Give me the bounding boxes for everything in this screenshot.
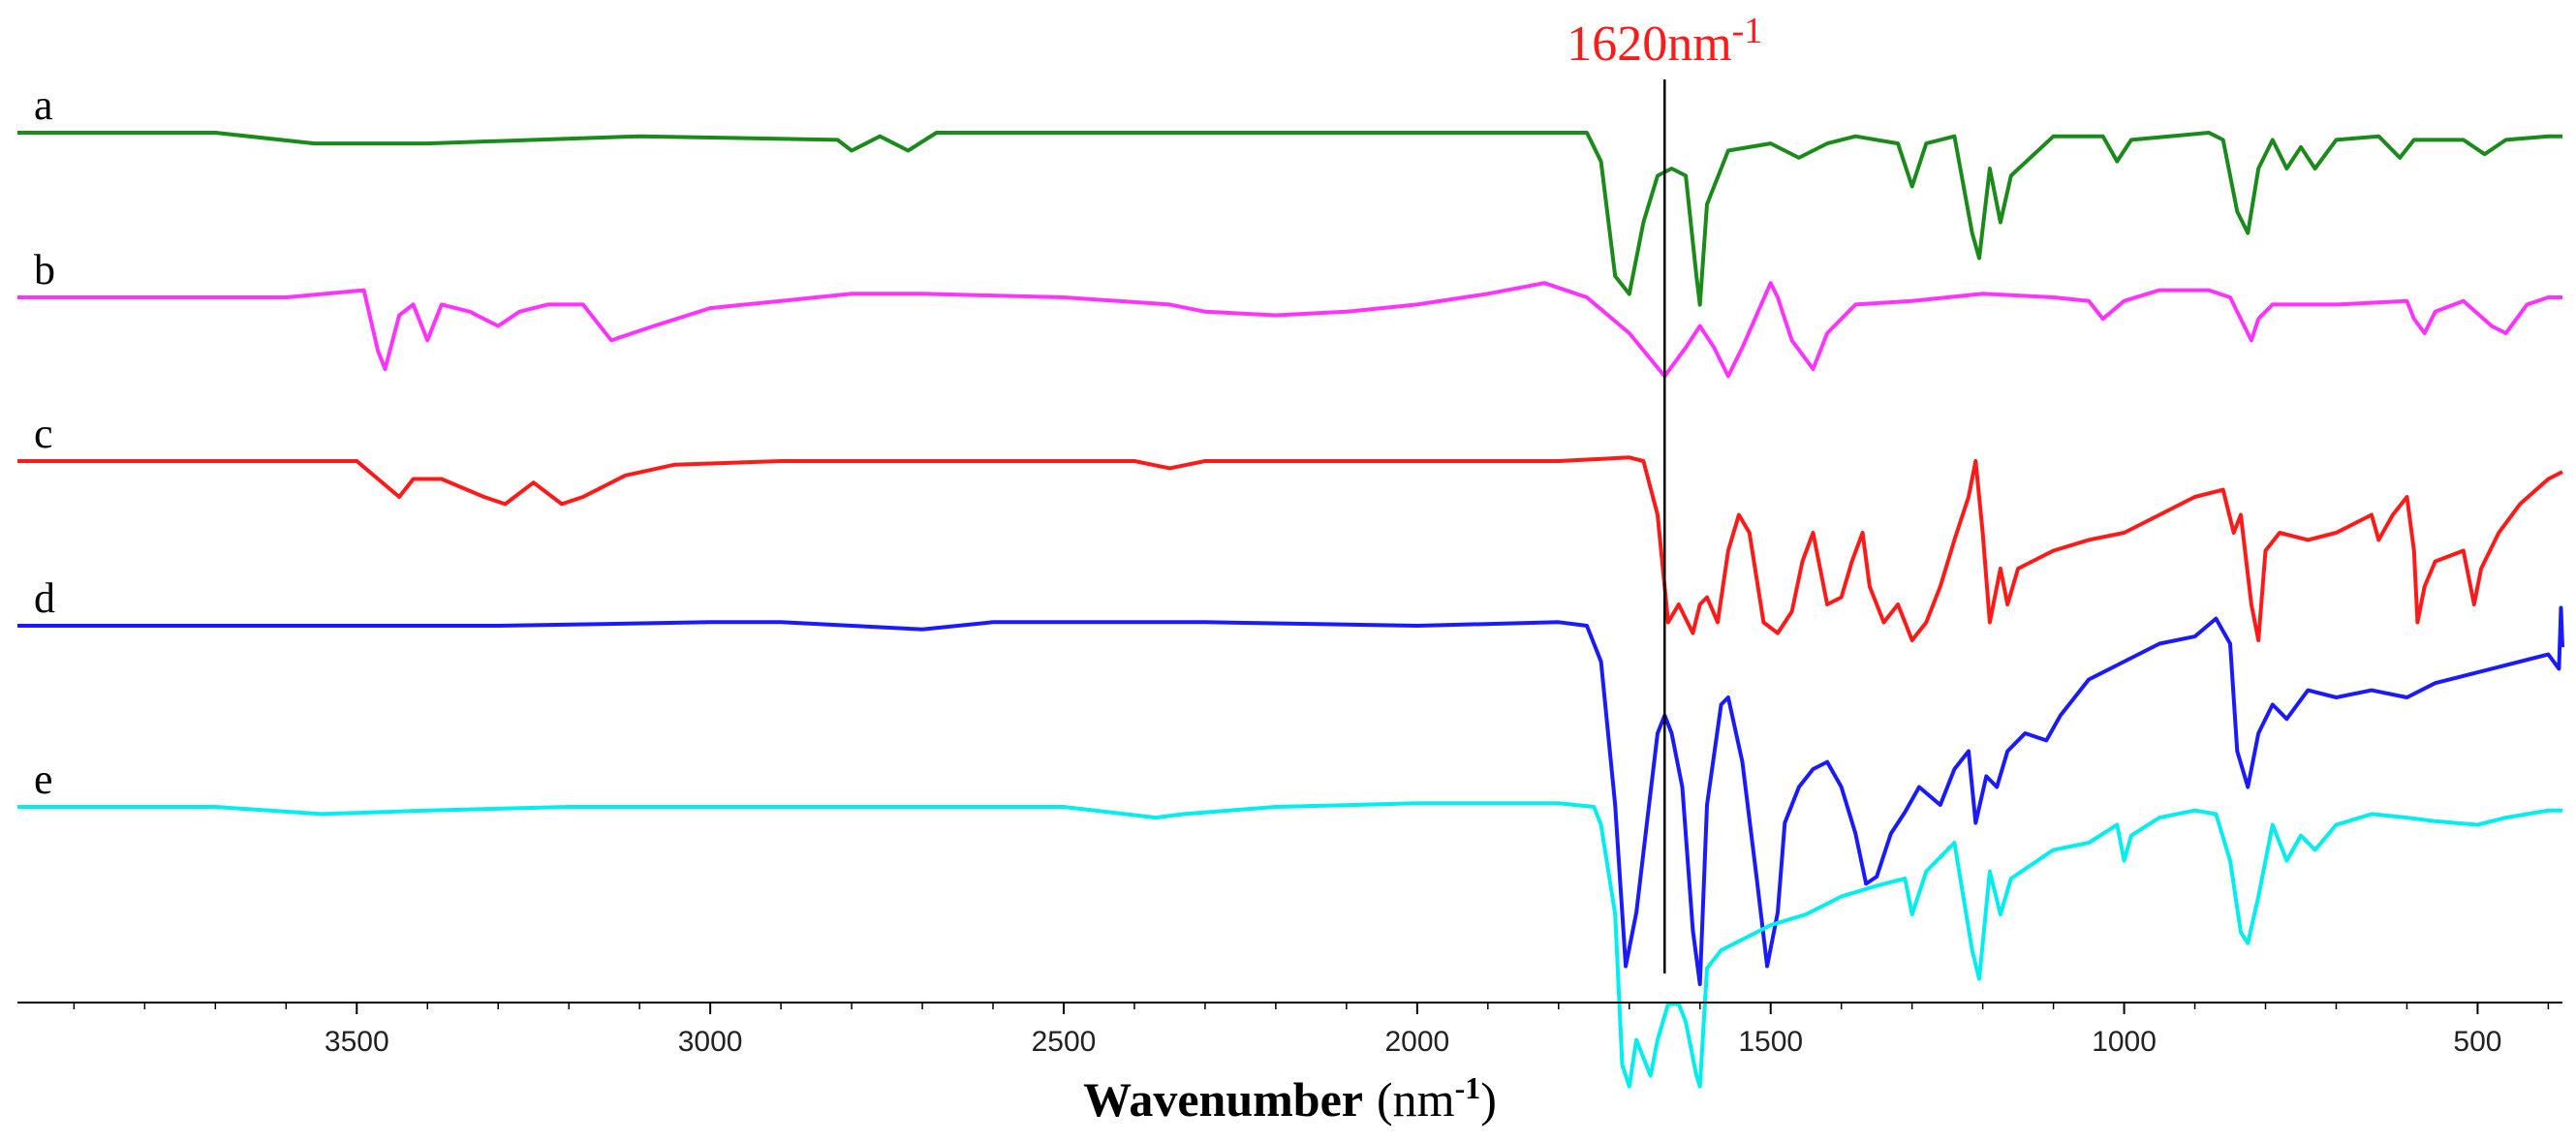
series-label-b: b xyxy=(34,246,55,293)
x-axis-ticks: 3500 3000 2500 2000 1500 1000 500 xyxy=(73,1003,2550,1058)
x-tick-label-2500: 2500 xyxy=(1032,1026,1097,1058)
x-tick-label-500: 500 xyxy=(2453,1026,2501,1058)
series-line-d xyxy=(17,605,2564,986)
series-label-e: e xyxy=(34,756,53,803)
x-tick-label-3500: 3500 xyxy=(325,1026,389,1058)
series-label-c: c xyxy=(34,410,53,457)
series-line-a xyxy=(17,131,2562,307)
series-line-c xyxy=(17,455,2563,642)
x-axis-unit-suffix: ) xyxy=(1480,1072,1497,1127)
series-line-b xyxy=(17,281,2562,379)
x-axis-unit-exponent: -1 xyxy=(1455,1070,1481,1105)
series-label-a: a xyxy=(34,81,53,129)
x-axis-unit-prefix: (nm xyxy=(1377,1072,1455,1127)
series-layer xyxy=(17,131,2564,1089)
x-tick-label-1500: 1500 xyxy=(1738,1026,1803,1058)
annotation-text: 1620nm xyxy=(1567,16,1731,72)
x-tick-label-3000: 3000 xyxy=(678,1026,743,1058)
x-axis-title-text: Wavenumber xyxy=(1083,1072,1363,1127)
x-tick-label-2000: 2000 xyxy=(1384,1026,1449,1058)
x-axis-title: Wavenumber (nm-1) xyxy=(1083,1070,1497,1127)
x-tick-label-1000: 1000 xyxy=(2092,1026,2157,1058)
annotation-exponent: -1 xyxy=(1732,11,1763,51)
series-label-layer: a b c d e xyxy=(34,81,55,803)
series-line-e xyxy=(17,801,2562,1089)
series-label-d: d xyxy=(34,574,55,622)
annotation-label: 1620nm-1 xyxy=(1567,11,1762,72)
